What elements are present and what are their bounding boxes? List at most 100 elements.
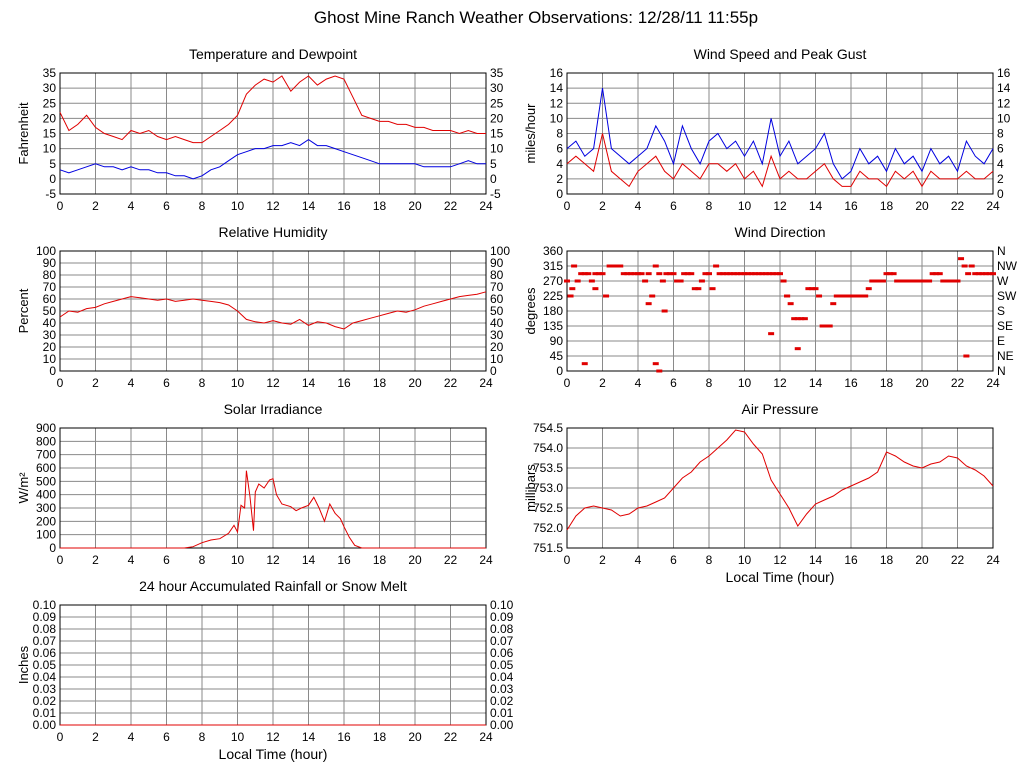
- y-tick-label: 753.0: [533, 481, 563, 495]
- x-tick-label: 16: [844, 376, 858, 390]
- right-axis-label: 0.04: [490, 670, 514, 684]
- y-tick-label: 0: [49, 541, 56, 555]
- y-tick-label: 0.09: [33, 610, 57, 624]
- data-point: [581, 362, 588, 366]
- right-axis-label: 0.10: [490, 598, 514, 612]
- y-tick-label: 15: [43, 127, 57, 141]
- data-point: [588, 279, 595, 283]
- data-point: [819, 324, 826, 328]
- x-tick-label: 22: [444, 199, 458, 213]
- rainfall-ylabel: Inches: [16, 645, 31, 684]
- right-axis-label: 0.03: [490, 682, 514, 696]
- x-tick-label: 2: [92, 376, 99, 390]
- solar-grid: [59, 427, 487, 549]
- data-point: [954, 279, 961, 283]
- x-tick-label: 2: [92, 553, 99, 567]
- y-tick-label: 20: [43, 340, 57, 354]
- data-point: [649, 294, 656, 298]
- x-tick-label: 8: [199, 553, 206, 567]
- x-tick-label: 18: [373, 553, 387, 567]
- x-tick-label: 18: [373, 730, 387, 744]
- x-tick-label: 0: [564, 376, 571, 390]
- y-tick-label: 315: [543, 259, 563, 273]
- data-point: [943, 279, 950, 283]
- data-point: [837, 294, 844, 298]
- y-tick-label: 10: [550, 111, 564, 125]
- data-point: [684, 272, 691, 276]
- data-point: [963, 354, 970, 358]
- x-tick-label: 4: [128, 553, 135, 567]
- data-point: [741, 272, 748, 276]
- x-tick-label: 18: [373, 376, 387, 390]
- data-point: [844, 294, 851, 298]
- y-tick-label: 0: [556, 187, 563, 201]
- data-point: [592, 272, 599, 276]
- x-tick-label: 16: [337, 553, 351, 567]
- x-tick-label: 20: [915, 553, 929, 567]
- data-point: [780, 279, 787, 283]
- data-point: [713, 264, 720, 268]
- data-point: [794, 347, 801, 351]
- y-tick-label: 0.03: [33, 682, 57, 696]
- wind-direction-series-red: [564, 257, 996, 373]
- x-tick-label: 22: [444, 376, 458, 390]
- y-tick-label: 90: [43, 256, 57, 270]
- right-axis-label: 70: [490, 280, 504, 294]
- data-point: [869, 279, 876, 283]
- y-tick-label: 753.5: [533, 461, 563, 475]
- data-point: [631, 272, 638, 276]
- data-point: [865, 287, 872, 291]
- right-axis-label: 6: [997, 142, 1004, 156]
- data-point: [872, 279, 879, 283]
- right-axis-label: 0: [490, 364, 497, 378]
- humidity-ylabel: Percent: [16, 288, 31, 333]
- y-tick-label: 0.02: [33, 694, 57, 708]
- x-tick-label: 14: [809, 553, 823, 567]
- data-point: [777, 272, 783, 276]
- data-point: [595, 272, 602, 276]
- right-axis-label: 100: [490, 244, 510, 258]
- data-point: [958, 257, 965, 261]
- right-axis-label: 0.01: [490, 706, 514, 720]
- x-tick-label: 10: [231, 199, 245, 213]
- x-tick-label: 22: [444, 730, 458, 744]
- data-point: [947, 279, 954, 283]
- y-tick-label: 45: [550, 349, 564, 363]
- y-tick-label: 500: [36, 474, 56, 488]
- right-axis-label: 5: [490, 157, 497, 171]
- x-tick-label: 4: [128, 376, 135, 390]
- data-point: [787, 302, 794, 306]
- data-point: [752, 272, 759, 276]
- data-point: [908, 279, 915, 283]
- x-tick-label: 14: [302, 730, 316, 744]
- data-point: [620, 272, 627, 276]
- wind-direction-grid: [566, 250, 994, 372]
- right-axis-label: 80: [490, 268, 504, 282]
- data-point: [642, 279, 649, 283]
- data-point: [677, 279, 684, 283]
- x-tick-label: 14: [302, 376, 316, 390]
- data-point: [798, 317, 805, 321]
- y-tick-label: 25: [43, 96, 57, 110]
- right-axis-label: W: [997, 274, 1009, 288]
- y-tick-label: 80: [43, 268, 57, 282]
- data-point: [645, 302, 652, 306]
- temperature-series-line-red: [59, 75, 486, 144]
- x-tick-label: 22: [951, 553, 965, 567]
- wind-speed-title: Wind Speed and Peak Gust: [694, 46, 867, 62]
- pressure-series-line-red: [566, 429, 994, 531]
- y-tick-label: 0: [556, 364, 563, 378]
- y-tick-label: 225: [543, 289, 563, 303]
- x-tick-label: 16: [844, 553, 858, 567]
- right-axis-label: SE: [997, 319, 1013, 333]
- data-point: [919, 279, 925, 283]
- x-tick-label: 8: [199, 376, 206, 390]
- data-point: [897, 279, 904, 283]
- right-axis-label: 15: [490, 127, 504, 141]
- data-point: [569, 287, 576, 291]
- x-tick-label: 12: [266, 553, 280, 567]
- y-tick-label: 180: [543, 304, 563, 318]
- data-point: [748, 272, 755, 276]
- y-tick-label: 40: [43, 316, 57, 330]
